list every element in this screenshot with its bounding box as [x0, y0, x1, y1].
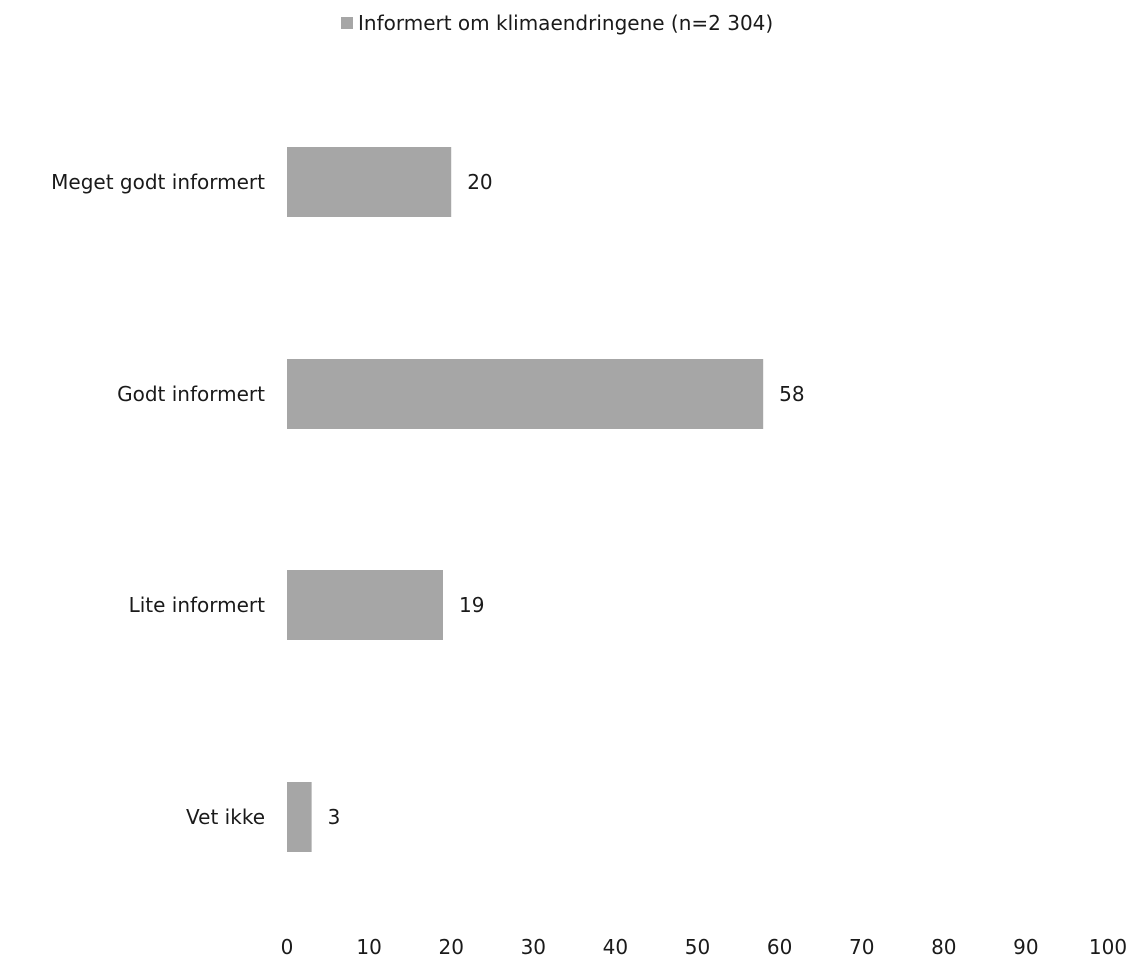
- category-labels: Meget godt informert Godt informert Lite i…: [51, 170, 265, 829]
- category-label: Godt informert: [117, 382, 265, 406]
- x-tick-label: 30: [521, 935, 546, 959]
- x-tick-label: 100: [1089, 935, 1127, 959]
- x-tick-label: 80: [931, 935, 956, 959]
- category-label: Vet ikke: [186, 805, 265, 829]
- x-tick-label: 10: [356, 935, 381, 959]
- data-label: 19: [459, 593, 484, 617]
- legend-swatch: [341, 17, 353, 29]
- data-label: 58: [779, 382, 804, 406]
- legend: Informert om klimaendringene (n=2 304): [341, 11, 773, 35]
- x-tick-label: 70: [849, 935, 874, 959]
- bars-layer: [287, 147, 764, 852]
- data-labels: 20 58 19 3: [328, 170, 805, 829]
- x-tick-label: 90: [1013, 935, 1038, 959]
- x-tick-label: 40: [603, 935, 628, 959]
- bar: [287, 147, 452, 217]
- legend-series-label: Informert om klimaendringene (n=2 304): [358, 11, 773, 35]
- data-label: 3: [328, 805, 341, 829]
- x-axis-ticks: 0 10 20 30 40 50 60 70 80 90 100: [281, 935, 1127, 959]
- bar: [287, 570, 443, 640]
- data-label: 20: [467, 170, 492, 194]
- bar: [287, 782, 312, 852]
- x-tick-label: 50: [685, 935, 710, 959]
- category-label: Lite informert: [129, 593, 266, 617]
- bar: [287, 359, 764, 429]
- x-tick-label: 0: [281, 935, 294, 959]
- x-tick-label: 60: [767, 935, 792, 959]
- x-tick-label: 20: [438, 935, 463, 959]
- category-label: Meget godt informert: [51, 170, 265, 194]
